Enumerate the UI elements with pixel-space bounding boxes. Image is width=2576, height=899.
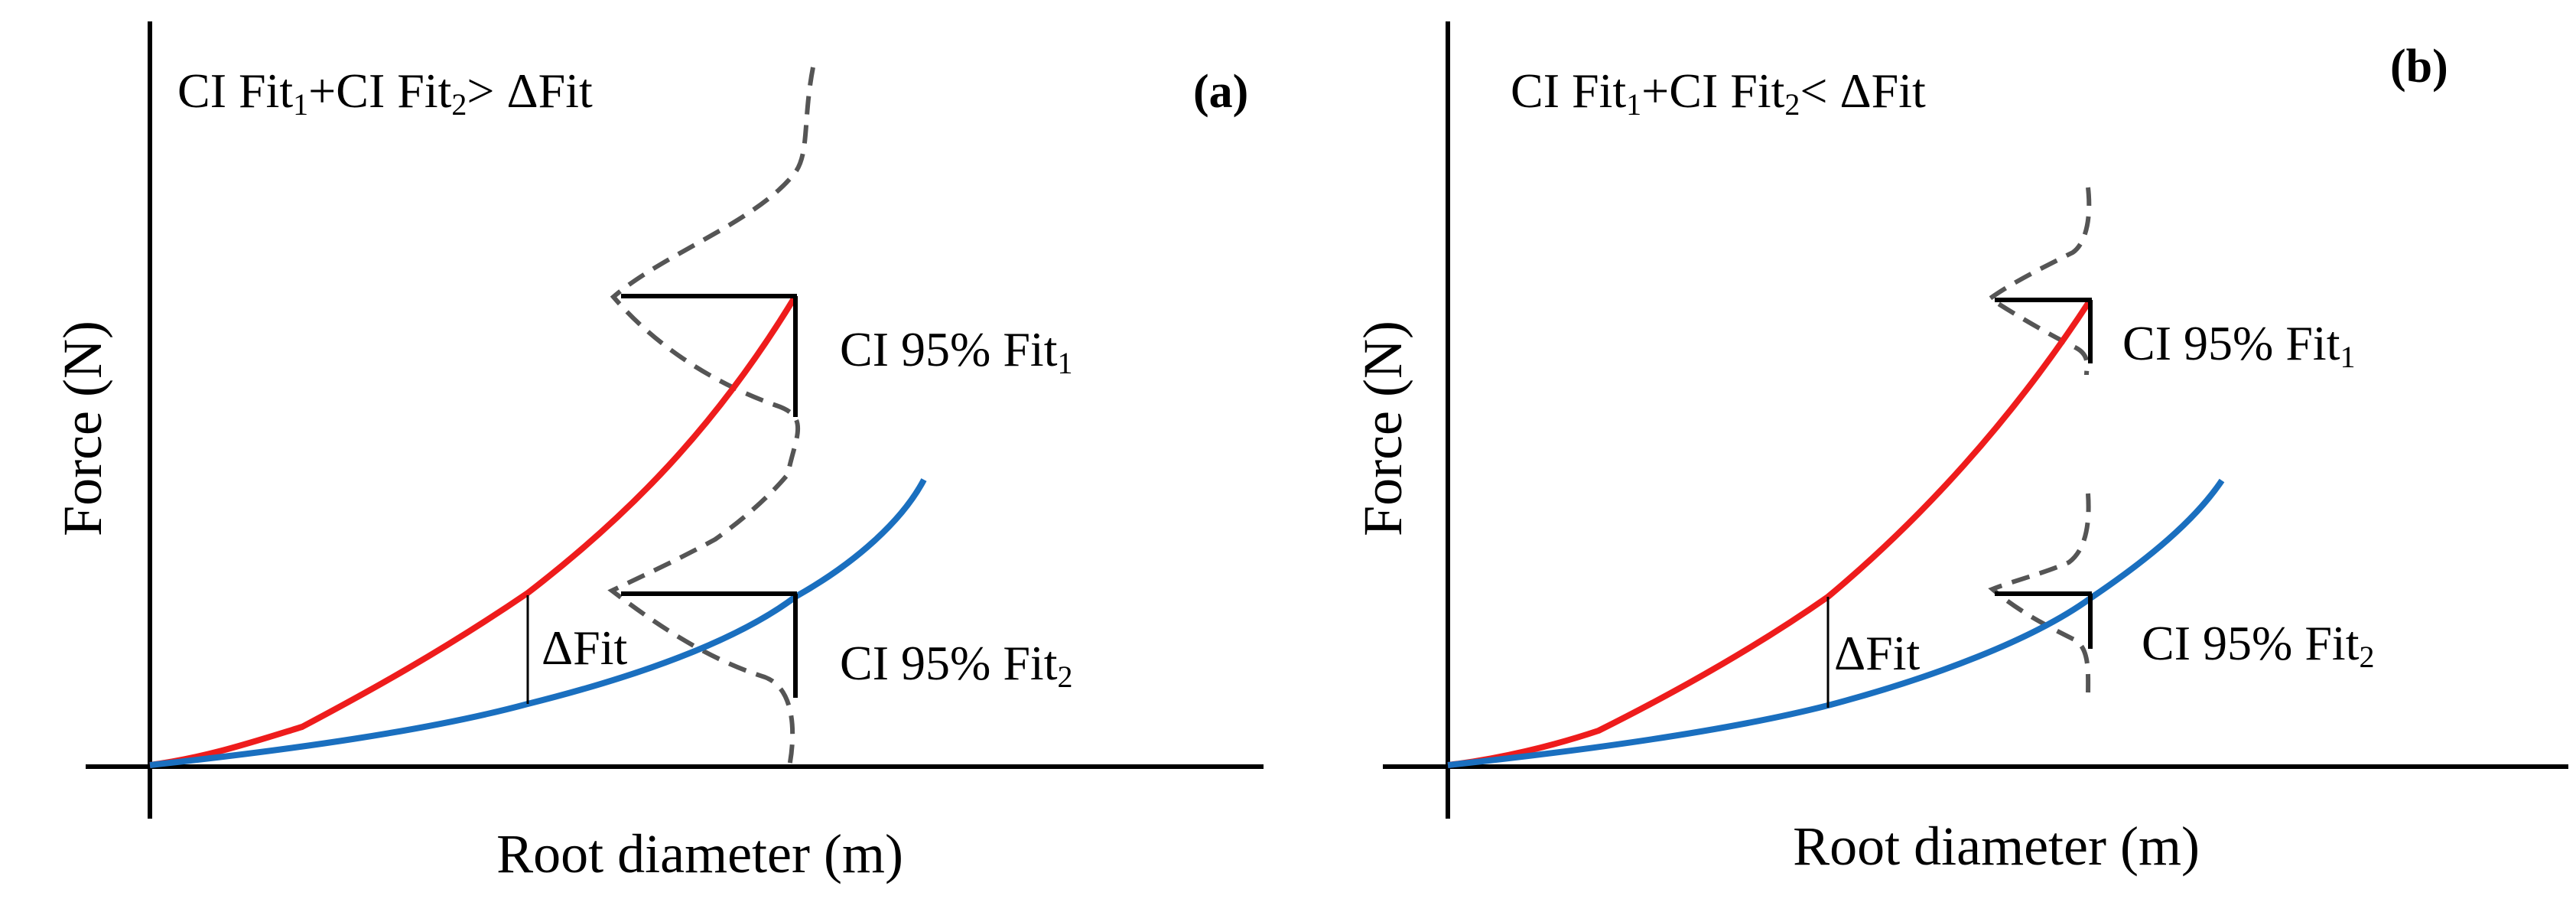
ci1-label: CI 95% Fit1 (2122, 316, 2355, 374)
y-axis-title: Force (N) (1352, 321, 1413, 536)
panel-tag: (a) (1193, 66, 1248, 118)
fit2-curve (1447, 478, 2225, 768)
fit1-curve (149, 294, 798, 768)
delta-fit-label: ΔFit (1834, 626, 1921, 680)
ci1-label: CI 95% Fit1 (840, 322, 1072, 380)
x-axis-title: Root diameter (m) (496, 823, 903, 884)
panel-a: CI Fit1+CI Fit2> ΔFit (a) CI 95% Fit1 CI… (52, 21, 1264, 884)
ci1-distribution-dashed (1986, 187, 2092, 376)
fit1-curve (1447, 298, 2093, 768)
delta-fit-label: ΔFit (542, 621, 628, 675)
panel-tag: (b) (2390, 41, 2448, 93)
ci2-label: CI 95% Fit2 (2142, 616, 2374, 674)
condition-label: CI Fit1+CI Fit2> ΔFit (177, 64, 593, 122)
y-axis-title: Force (N) (52, 321, 113, 536)
ci2-distribution-dashed (1988, 493, 2091, 699)
condition-label: CI Fit1+CI Fit2< ΔFit (1511, 64, 1926, 122)
ci2-label: CI 95% Fit2 (840, 636, 1072, 694)
panel-b: CI Fit1+CI Fit2< ΔFit (b) CI 95% Fit1 CI… (1352, 21, 2568, 877)
fit2-curve (149, 478, 927, 768)
x-axis-title: Root diameter (m) (1793, 816, 2200, 877)
